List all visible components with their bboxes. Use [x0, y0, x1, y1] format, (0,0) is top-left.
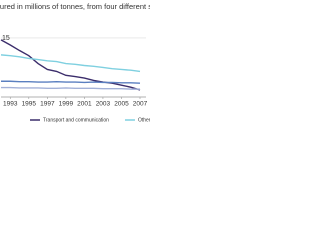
legend-label: Transport and communication	[43, 117, 109, 123]
x-tick-label: 1999	[59, 101, 74, 108]
x-tick-label: 1995	[22, 101, 37, 108]
series-line	[0, 39, 141, 91]
chart-title: asured in millions of tonnes, from four …	[0, 2, 150, 11]
x-tick-label: 1997	[40, 101, 55, 108]
x-tick-label: 2003	[96, 101, 111, 108]
series-line	[1, 80, 141, 84]
legend-label: Other industries	[138, 117, 150, 123]
series-line	[1, 86, 140, 90]
y-tick-label: 15	[2, 35, 10, 42]
x-tick-label: 1993	[3, 101, 18, 108]
chart: asured in millions of tonnes, from four …	[0, 2, 174, 123]
x-tick-label: 2001	[77, 101, 92, 108]
x-tick-label: 2005	[114, 101, 129, 108]
series-line	[0, 54, 141, 73]
x-tick-label: 2007	[133, 101, 148, 108]
